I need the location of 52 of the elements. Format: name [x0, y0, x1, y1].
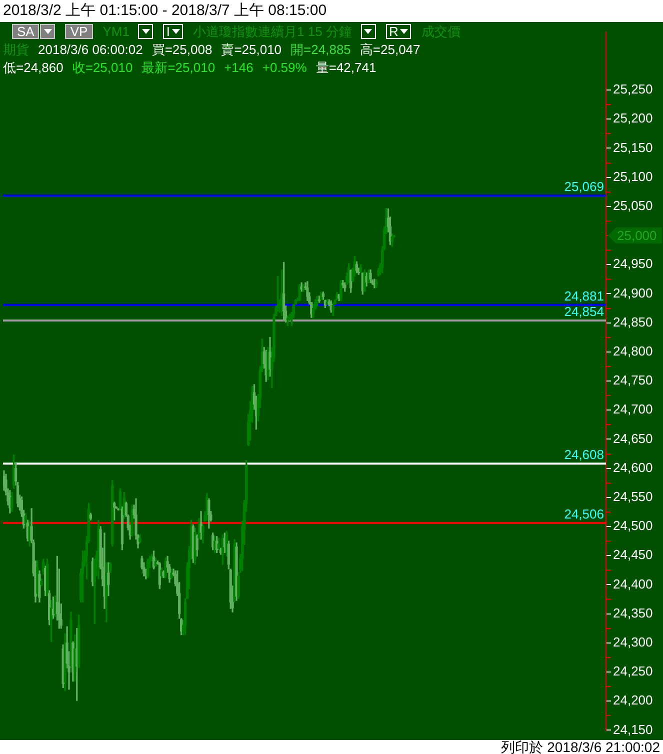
y-tick-label: 24,950	[613, 256, 653, 272]
annotation: 期貨	[3, 40, 29, 58]
text: 列印於 2018/3/6 21:00:02	[501, 739, 660, 754]
y-tick-label: 24,900	[613, 285, 653, 300]
y-tick-label: 24,250	[613, 664, 653, 679]
annotation: 買=25,008	[152, 40, 212, 58]
annotation: 低=24,860	[3, 58, 64, 76]
y-tick-label: 24,400	[613, 576, 653, 592]
annotation: 量=42,741	[316, 58, 376, 76]
annotation: 賣=25,010	[221, 40, 282, 58]
annotation: 2018/3/6 06:00:02	[38, 42, 143, 57]
annotation: 收=25,010	[72, 58, 133, 76]
y-tick-label: 24,800	[613, 343, 653, 358]
dropdown-button: I	[163, 24, 184, 39]
y-tick-label: 24,500	[613, 518, 653, 534]
dropdown-button: R	[386, 24, 412, 39]
annotation: R	[388, 24, 398, 39]
y-tick-label: 24,550	[613, 488, 653, 504]
annotation: 最新=25,010	[142, 58, 216, 76]
y-tick-label: 24,850	[613, 314, 653, 330]
y-tick-label: 25,050	[613, 198, 653, 213]
y-tick-label: 25,200	[613, 110, 653, 126]
y-tick-label: 25,100	[613, 168, 653, 184]
y-tick-label: 25,150	[613, 140, 653, 155]
y-tick-label: 24,300	[613, 634, 653, 650]
annotation: 開=24,885	[290, 40, 351, 58]
y-tick-label: 24,450	[613, 547, 653, 562]
y-tick-label: 24,700	[613, 402, 653, 417]
annotation: 小道瓊指數連續月1 15 分鐘	[193, 22, 352, 40]
ref-line-label: 24,881	[564, 288, 604, 304]
y-tick-label: 24,750	[613, 372, 653, 388]
y-tick-label: 25,250	[613, 82, 653, 97]
annotation: 高=25,047	[360, 40, 420, 58]
y-tick-label: 24,350	[613, 605, 653, 620]
chart-title: 2018/3/2 上午 01:15:00 - 2018/3/7 上午 08:15:00	[3, 2, 327, 20]
y-tick-label: 24,200	[613, 692, 653, 708]
text: 25,000	[617, 228, 657, 244]
button: VP	[65, 24, 93, 39]
ref-line-label: 25,069	[564, 178, 604, 194]
annotation: SA	[17, 24, 34, 39]
ref-line-label: 24,854	[564, 304, 604, 320]
y-tick-label: 24,600	[613, 460, 653, 475]
ref-line-label: 24,506	[564, 506, 604, 522]
annotation: +146	[224, 60, 254, 75]
y-tick-label: 24,650	[613, 430, 653, 446]
annotation: I	[166, 24, 170, 39]
y-tick-label: 24,150	[613, 722, 653, 737]
annotation: +0.59%	[262, 60, 307, 75]
annotation: 成交價	[421, 22, 460, 40]
ref-line-label: 24,608	[564, 447, 604, 462]
annotation: VP	[70, 24, 88, 39]
annotation: YM1	[102, 24, 130, 39]
